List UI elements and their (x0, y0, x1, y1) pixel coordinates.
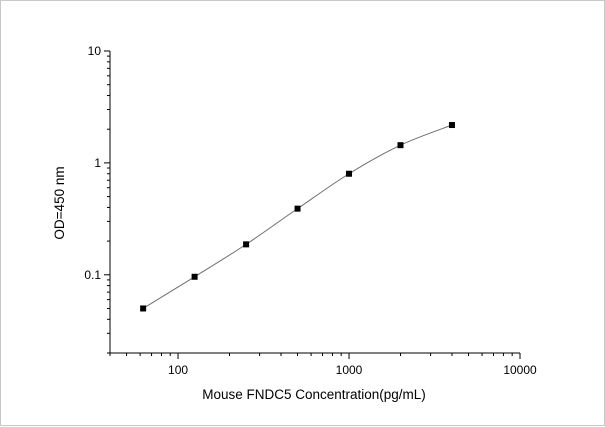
data-point (140, 305, 147, 312)
axes (104, 50, 521, 359)
data-point (346, 170, 353, 177)
x-tick-label: 10000 (503, 363, 537, 377)
data-point (294, 205, 301, 212)
y-tick-label: 10 (88, 44, 102, 58)
data-point (448, 122, 455, 129)
x-axis-title: Mouse FNDC5 Concentration(pg/mL) (202, 387, 426, 402)
data-points (140, 122, 455, 312)
y-tick-label: 1 (94, 156, 101, 170)
y-tick-label: 0.1 (84, 268, 101, 282)
x-tick-label: 1000 (336, 363, 363, 377)
data-point (191, 273, 198, 280)
y-axis-title: OD=450 nm (52, 166, 67, 239)
x-tick-label: 100 (168, 363, 188, 377)
data-point (397, 142, 404, 149)
tick-labels: 0.1 1 10 100 1000 10000 (84, 44, 537, 377)
fitted-curve (142, 124, 453, 309)
data-point (243, 241, 250, 248)
